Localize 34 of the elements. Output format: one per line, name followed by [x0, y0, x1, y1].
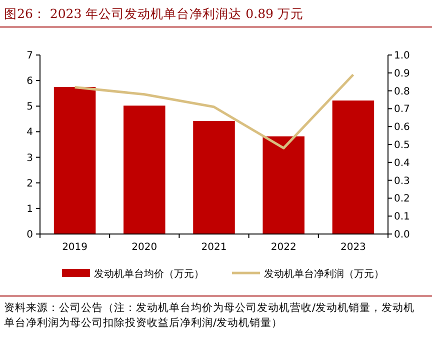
y-tick-label: 6	[26, 76, 33, 88]
bar	[54, 86, 96, 234]
y-tick-label: 4	[26, 127, 33, 138]
y-tick-label: 1	[26, 204, 33, 215]
text: 资料来源：公司公告（注：发动机单台均价为母公司发动机营收/发动机销量，发动机单台净利润为母公司扣除投资收益后净利润/发动机销量）	[4, 301, 415, 329]
x-tick-label: 2020	[132, 242, 158, 253]
y-tick-label: 0	[26, 230, 33, 240]
y2-tick-label: 0.3	[394, 176, 410, 187]
line-series	[74, 73, 354, 150]
x-tick-label: 2023	[340, 242, 366, 253]
y2-tick-label: 0.8	[394, 86, 410, 98]
y-tick-label: 2	[26, 178, 33, 190]
bar	[124, 106, 166, 234]
y2-tick-label: 0.1	[394, 212, 410, 223]
bar	[332, 100, 374, 234]
bar	[262, 136, 304, 234]
y2-tick-label: 0.2	[394, 194, 410, 205]
legend-label: 发动机单台净利润（万元）	[264, 268, 384, 280]
bar	[193, 120, 235, 234]
y2-tick-label: 1.0	[394, 50, 410, 62]
x-tick-label: 2019	[62, 242, 88, 253]
x-tick-label: 2021	[201, 242, 227, 253]
y2-tick-label: 0.7	[394, 104, 410, 116]
x-tick-label: 2022	[270, 242, 296, 253]
legend-label: 发动机单台均价（万元）	[94, 268, 204, 280]
chart-title: 图26： 2023 年公司发动机单台净利润达 0.89 万元	[4, 6, 304, 21]
y2-tick-label: 0.6	[394, 122, 410, 134]
y2-tick-label: 0.4	[394, 158, 410, 169]
y2-tick-label: 0.5	[394, 140, 410, 151]
y-tick-label: 5	[26, 102, 33, 113]
y2-tick-label: 0.9	[394, 68, 410, 80]
y-tick-label: 3	[26, 152, 33, 164]
y-tick-label: 7	[26, 50, 33, 62]
y2-tick-label: 0.0	[394, 230, 410, 240]
